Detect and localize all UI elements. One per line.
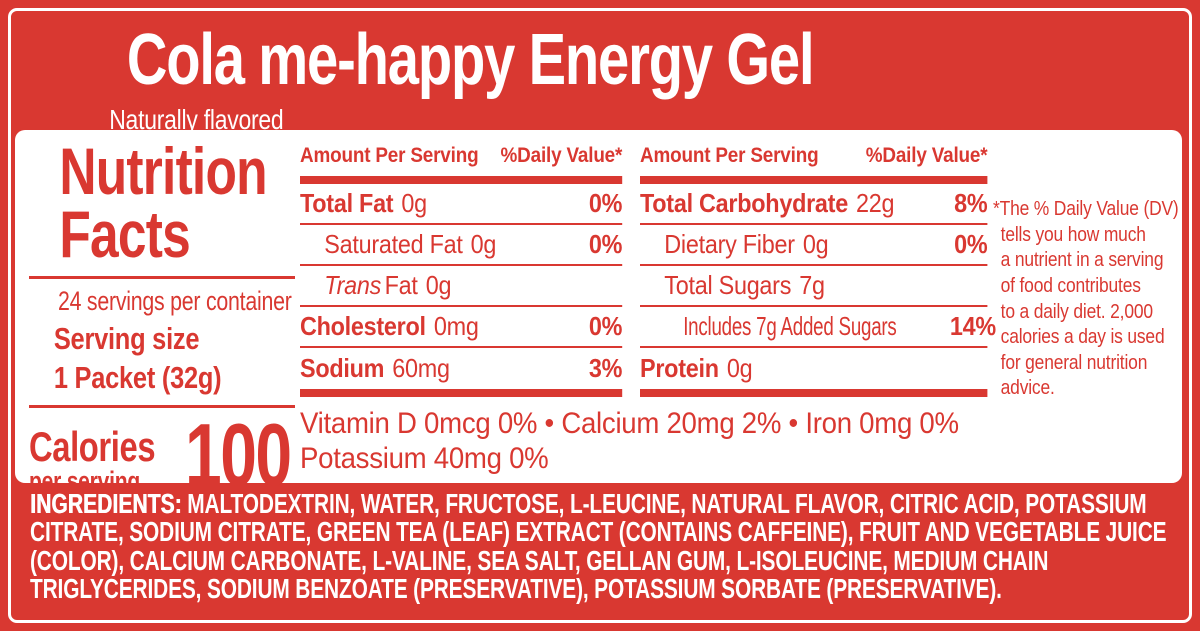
nutrient-dv: 14%: [949, 311, 996, 341]
amount-per-serving-header: Amount Per Serving: [300, 144, 479, 167]
vitamins-minerals: Vitamin D 0mcg 0% • Calcium 20mg 2% • Ir…: [300, 407, 959, 477]
nutrient-dv: 0%: [954, 229, 988, 259]
label-border-frame: [8, 8, 1192, 623]
servings-per-container: 24 servings per container: [57, 286, 292, 317]
nutrient-name: Saturated Fat: [324, 229, 463, 259]
nutrient-row-trans-fat: Trans Fat 0g: [300, 266, 623, 307]
label-header: Cola me-happy Energy Gel Naturally flavo…: [30, 24, 910, 136]
nutrient-table-header: Amount Per Serving %Daily Value*: [640, 144, 988, 176]
nutrient-table-header: Amount Per Serving %Daily Value*: [300, 144, 622, 176]
nutrient-amount: 0g: [425, 270, 452, 300]
serving-size-label: Serving size: [53, 321, 200, 357]
ingredients-paragraph: INGREDIENTS: MALTODEXTRIN, WATER, FRUCTO…: [30, 488, 1178, 604]
serving-size-value: 1 Packet (32g): [53, 360, 222, 396]
nutrient-name: Total Sugars: [664, 270, 792, 300]
nutrient-row-total-sugars: Total Sugars 7g: [640, 266, 988, 307]
nutrient-name: Includes 7g Added Sugars: [683, 311, 897, 341]
nutrient-name: Dietary Fiber: [664, 229, 795, 259]
nutrient-dv: 0%: [588, 188, 623, 218]
nutrient-amount: 0g: [802, 229, 829, 259]
nutrient-row-dietary-fiber: Dietary Fiber 0g 0%: [640, 225, 988, 266]
nutrient-row-sodium: Sodium 60mg 3%: [300, 348, 622, 389]
nutrition-facts-panel: Nutrition Facts 24 servings per containe…: [15, 130, 1182, 499]
nutrient-row-total-carbohydrate: Total Carbohydrate 22g 8%: [640, 184, 988, 225]
nutrient-name: Cholesterol: [300, 311, 426, 341]
divider: [29, 276, 295, 280]
daily-value-header: %Daily Value*: [500, 144, 623, 167]
nutrient-amount: 60mg: [392, 353, 450, 383]
nutrient-dv: 0%: [588, 311, 623, 341]
nutrient-amount: 0g: [401, 188, 427, 218]
nutrient-amount: 0g: [470, 229, 497, 259]
nutrient-dv: 0%: [588, 229, 623, 259]
nutrient-name: Total Fat: [300, 188, 394, 218]
nutrient-row-added-sugars: Includes 7g Added Sugars 14%: [640, 307, 996, 348]
nutrition-facts-heading: Nutrition Facts: [59, 138, 274, 267]
ingredients-label: INGREDIENTS:: [30, 488, 182, 519]
nutrition-facts-summary-column: Nutrition Facts 24 servings per containe…: [29, 138, 305, 505]
calories-sublabel: per serving: [29, 466, 140, 497]
nutrient-amount: 0g: [726, 353, 753, 383]
nutrient-name: Total Carbohydrate: [640, 188, 848, 218]
amount-per-serving-header: Amount Per Serving: [640, 144, 819, 167]
nutrient-amount: 0mg: [433, 311, 479, 341]
nutrition-facts-heading-line1: Nutrition: [59, 134, 267, 208]
nutrient-dv: 8%: [954, 188, 988, 218]
nutrient-name: Fat: [384, 270, 418, 300]
nutrient-row-saturated-fat: Saturated Fat 0g 0%: [300, 225, 622, 266]
thick-divider: [640, 176, 988, 184]
thick-divider: [300, 176, 623, 184]
nutrient-table-right: Amount Per Serving %Daily Value* Total C…: [640, 144, 996, 397]
calories-row: Calories per serving 100: [29, 405, 305, 505]
nutrient-amount: 22g: [856, 188, 895, 218]
thick-divider: [300, 389, 623, 397]
vitamins-line-2: Potassium 40mg 0%: [300, 441, 549, 475]
product-subtitle: Naturally flavored: [109, 104, 284, 135]
daily-value-header: %Daily Value*: [865, 144, 988, 167]
nutrient-name: Protein: [640, 353, 719, 383]
ingredients-text: MALTODEXTRIN, WATER, FRUCTOSE, L-LEUCINE…: [30, 488, 1167, 604]
nutrient-amount: 7g: [799, 270, 825, 300]
nutrient-row-cholesterol: Cholesterol 0mg 0%: [300, 307, 622, 348]
nutrient-table-left: Amount Per Serving %Daily Value* Total F…: [300, 144, 622, 397]
nutrient-row-total-fat: Total Fat 0g 0%: [300, 184, 622, 225]
nutrition-facts-heading-line2: Facts: [59, 196, 190, 271]
divider: [29, 405, 295, 409]
nutrient-name-italic: Trans: [324, 270, 382, 300]
nutrient-row-protein: Protein 0g: [640, 348, 987, 389]
calories-label: Calories: [29, 423, 156, 471]
calories-value: 100: [185, 405, 292, 505]
calories-labels: Calories per serving: [29, 421, 156, 497]
nutrient-name: Sodium: [300, 353, 385, 383]
daily-value-footnote: *The % Daily Value (DV) tells you how mu…: [993, 197, 1179, 400]
nutrient-dv: 3%: [588, 353, 623, 383]
product-title: Cola me-happy Energy Gel: [126, 20, 815, 100]
thick-divider: [640, 389, 988, 397]
vitamins-line-1: Vitamin D 0mcg 0% • Calcium 20mg 2% • Ir…: [300, 407, 959, 440]
